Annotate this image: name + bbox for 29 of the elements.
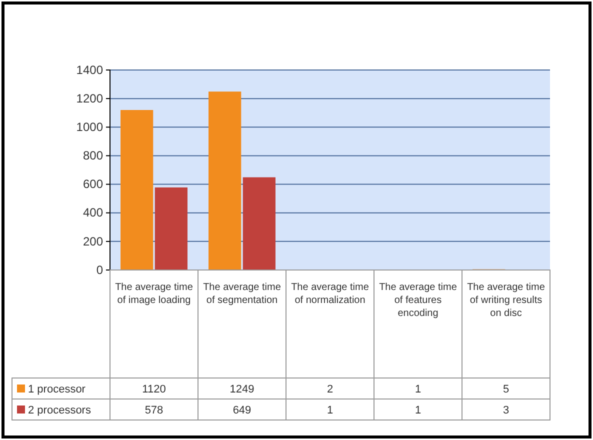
x-tick-label: The average time of segmentation <box>203 282 282 306</box>
data-label: 1 <box>326 404 334 416</box>
legend-label: 2 processors <box>28 404 92 416</box>
data-label: 1 <box>414 404 422 416</box>
y-tick-label: 1000 <box>76 120 104 134</box>
x-tick-label: The average time of image loading <box>115 282 194 306</box>
y-tick-label: 0 <box>96 262 104 277</box>
y-tick-label: 600 <box>82 177 104 192</box>
data-label: 3 <box>502 404 510 416</box>
data-label: 2 <box>326 384 334 396</box>
y-tick-label: 200 <box>82 234 104 248</box>
y-tick-label: 400 <box>82 206 104 220</box>
bar <box>208 92 242 270</box>
data-label: 1 <box>414 384 422 396</box>
bar <box>154 187 188 270</box>
legend-label: 1 processor <box>28 384 86 396</box>
data-label: 1120 <box>142 384 166 396</box>
data-label: 578 <box>144 404 164 416</box>
bar <box>120 110 154 270</box>
x-tick-label: The average time of features encoding <box>379 282 458 319</box>
y-tick-label: 1400 <box>76 62 104 77</box>
x-tick-label: The average time of normalization <box>291 282 370 306</box>
y-tick-label: 800 <box>82 148 104 163</box>
x-tick-label: The average time of writing results on disc <box>467 282 546 319</box>
data-label: 1249 <box>230 384 254 396</box>
data-label: 649 <box>232 404 252 416</box>
bar <box>242 177 276 270</box>
y-tick-label: 1200 <box>76 91 104 106</box>
data-label: 5 <box>502 384 510 396</box>
